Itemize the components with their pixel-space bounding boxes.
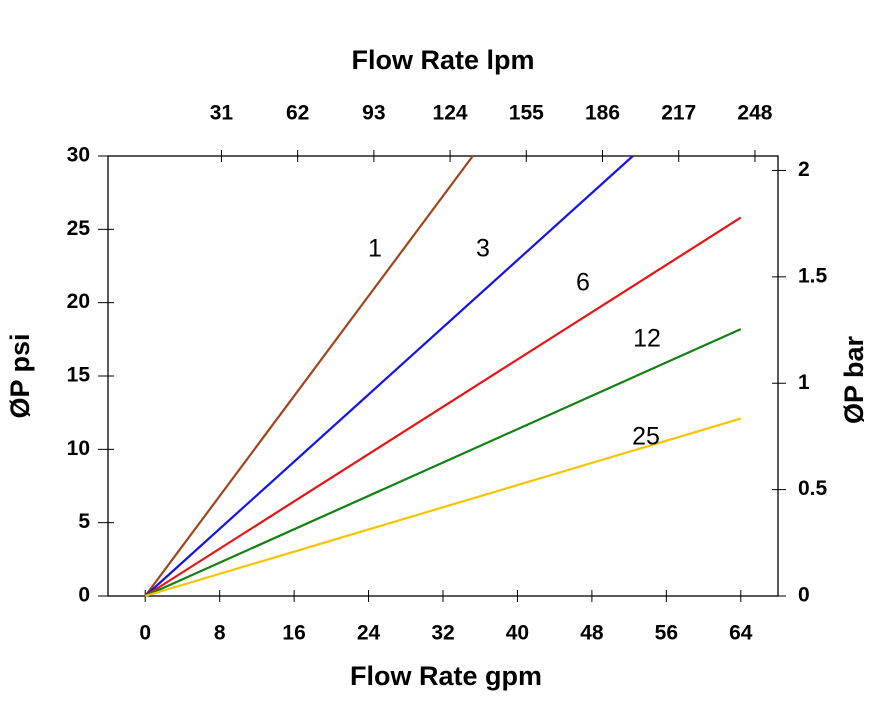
y-tick-label: 30 [67, 144, 90, 167]
x2-tick-label: 31 [210, 102, 234, 125]
x-axis-title: Flow Rate gpm [350, 661, 542, 691]
series-line [144, 155, 634, 597]
y-tick-label: 15 [67, 364, 91, 387]
y-axis-title: ØP psi [5, 333, 35, 418]
y2-axis-title: ØP bar [839, 335, 869, 424]
y2-tick-label: 2 [798, 158, 810, 181]
y-tick-label: 5 [78, 510, 90, 533]
y2-tick-label: 1.5 [798, 264, 828, 287]
y2-tick-label: 1 [798, 371, 810, 394]
plot-frame [107, 155, 779, 597]
series-label: 3 [476, 235, 490, 263]
x2-tick-label: 248 [737, 102, 772, 125]
series-line [144, 216, 742, 597]
y-tick-label: 25 [67, 217, 91, 240]
series-label: 12 [633, 325, 661, 353]
x-tick-label: 24 [357, 622, 381, 645]
series-line [144, 328, 742, 598]
x-tick-label: 64 [729, 622, 753, 645]
series-label: 6 [576, 269, 590, 297]
x-tick-label: 48 [580, 622, 604, 645]
x-tick-label: 56 [655, 622, 678, 645]
series-line [144, 155, 474, 597]
series-label: 1 [368, 235, 382, 263]
y2-tick-label: 0.5 [798, 477, 828, 500]
x-tick-label: 32 [431, 622, 454, 645]
y-tick-label: 10 [67, 437, 90, 460]
x-tick-label: 8 [214, 622, 226, 645]
x2-tick-label: 62 [286, 102, 309, 125]
series-line [144, 417, 742, 598]
x2-tick-label: 124 [433, 102, 468, 125]
x2-axis-title: Flow Rate lpm [351, 45, 534, 75]
series-label: 25 [632, 423, 660, 451]
y-tick-label: 20 [67, 290, 90, 313]
x2-tick-label: 186 [585, 102, 620, 125]
x2-tick-label: 217 [661, 102, 696, 125]
x-tick-label: 40 [506, 622, 529, 645]
y-tick-label: 0 [78, 584, 90, 607]
x-tick-label: 16 [282, 622, 305, 645]
x2-tick-label: 155 [509, 102, 544, 125]
x2-tick-label: 93 [362, 102, 385, 125]
x-tick-label: 0 [139, 622, 151, 645]
y2-tick-label: 0 [798, 584, 810, 607]
